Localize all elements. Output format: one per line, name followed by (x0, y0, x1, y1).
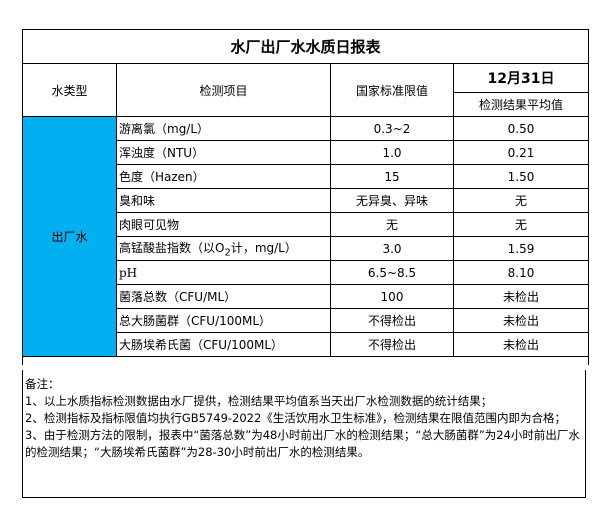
table-row: pH 6.5~8.5 8.10 (23, 260, 590, 285)
table-row: 菌落总数（CFU/ML） 100 未检出 (23, 284, 590, 309)
header-item: 检测项目 (116, 63, 331, 117)
standard-cell: 无异臭、异味 (330, 188, 454, 213)
table-row: 大肠埃希氏菌（CFU/100ML） 不得检出 未检出 (23, 332, 590, 357)
note-2: 2、检测指标及指标限值均执行GB5749-2022《生活饮用水卫生标准》，检测结… (25, 411, 567, 425)
standard-cell: 100 (330, 284, 454, 309)
item-cell: pH (116, 260, 331, 285)
item-cell: 游离氯（mg/L） (116, 116, 331, 141)
average-cell: 1.59 (452, 236, 590, 261)
average-cell: 未检出 (452, 308, 590, 333)
average-cell: 0.21 (452, 140, 590, 165)
header-standard: 国家标准限值 (330, 63, 454, 117)
average-cell: 8.10 (452, 260, 590, 285)
item-cell: 菌落总数（CFU/ML） (116, 284, 331, 309)
standard-cell: 不得检出 (330, 332, 454, 357)
item-cell: 高锰酸盐指数（以O2计，mg/L） (116, 236, 331, 261)
table-row: 肉眼可见物无无 (23, 212, 590, 237)
table-row: 浑浊度（NTU） 1.0 0.21 (23, 140, 590, 165)
standard-cell: 1.0 (330, 140, 454, 165)
standard-cell: 3.0 (330, 236, 454, 261)
standard-cell: 6.5~8.5 (330, 260, 454, 285)
average-cell: 0.50 (452, 116, 590, 141)
table-row: 色度（Hazen） 15 1.50 (23, 164, 590, 189)
item-cell: 大肠埃希氏菌（CFU/100ML） (116, 332, 331, 357)
item-cell: 总大肠菌群（CFU/100ML） (116, 308, 331, 333)
item-cell: 肉眼可见物 (116, 212, 331, 237)
notes-heading: 备注： (25, 377, 60, 391)
report-title: 水厂出厂水水质日报表 (21, 29, 590, 64)
note-1: 1、以上水质指标检测数据由水厂提供，检测结果平均值系当天出厂水检测数据的统计结果… (25, 394, 493, 408)
water-quality-table: 水厂出厂水水质日报表 水类型 检测项目 国家标准限值 12月31日 检测结果平均… (21, 29, 590, 365)
table-row: 高锰酸盐指数（以O2计，mg/L） 3.0 1.59 (23, 236, 590, 261)
header-water-type: 水类型 (22, 63, 117, 117)
average-cell: 无 (452, 212, 590, 237)
standard-cell: 无 (330, 212, 454, 237)
item-cell: 浑浊度（NTU） (116, 140, 331, 165)
spacer-row (21, 356, 590, 365)
table-row: 出厂水 游离氯（mg/L） 0.3~2 0.50 (22, 116, 590, 357)
note-3: 3、由于检测方法的限制，报表中“菌落总数”为48小时前出厂水的检测结果；“总大肠… (25, 428, 580, 459)
notes-box: 备注： 1、以上水质指标检测数据由水厂提供，检测结果平均值系当天出厂水检测数据的… (22, 370, 586, 498)
average-cell: 1.50 (452, 164, 590, 189)
standard-cell: 0.3~2 (330, 116, 454, 141)
item-cell: 色度（Hazen） (116, 164, 331, 189)
item-subscript: 2 (224, 247, 231, 259)
table-row: 臭和味 无异臭、异味无 (23, 188, 590, 213)
item-text: 高锰酸盐指数（以O (119, 240, 225, 255)
item-cell: 臭和味 (116, 188, 331, 213)
header-average: 检测结果平均值 (452, 92, 590, 117)
standard-cell: 不得检出 (330, 308, 454, 333)
average-cell: 未检出 (452, 284, 590, 309)
average-cell: 未检出 (452, 332, 590, 357)
header-date: 12月31日 (452, 63, 590, 93)
water-type-cell: 出厂水 (22, 116, 117, 357)
item-text: 计，mg/L） (230, 240, 297, 255)
standard-cell: 15 (330, 164, 454, 189)
average-cell: 无 (452, 188, 590, 213)
